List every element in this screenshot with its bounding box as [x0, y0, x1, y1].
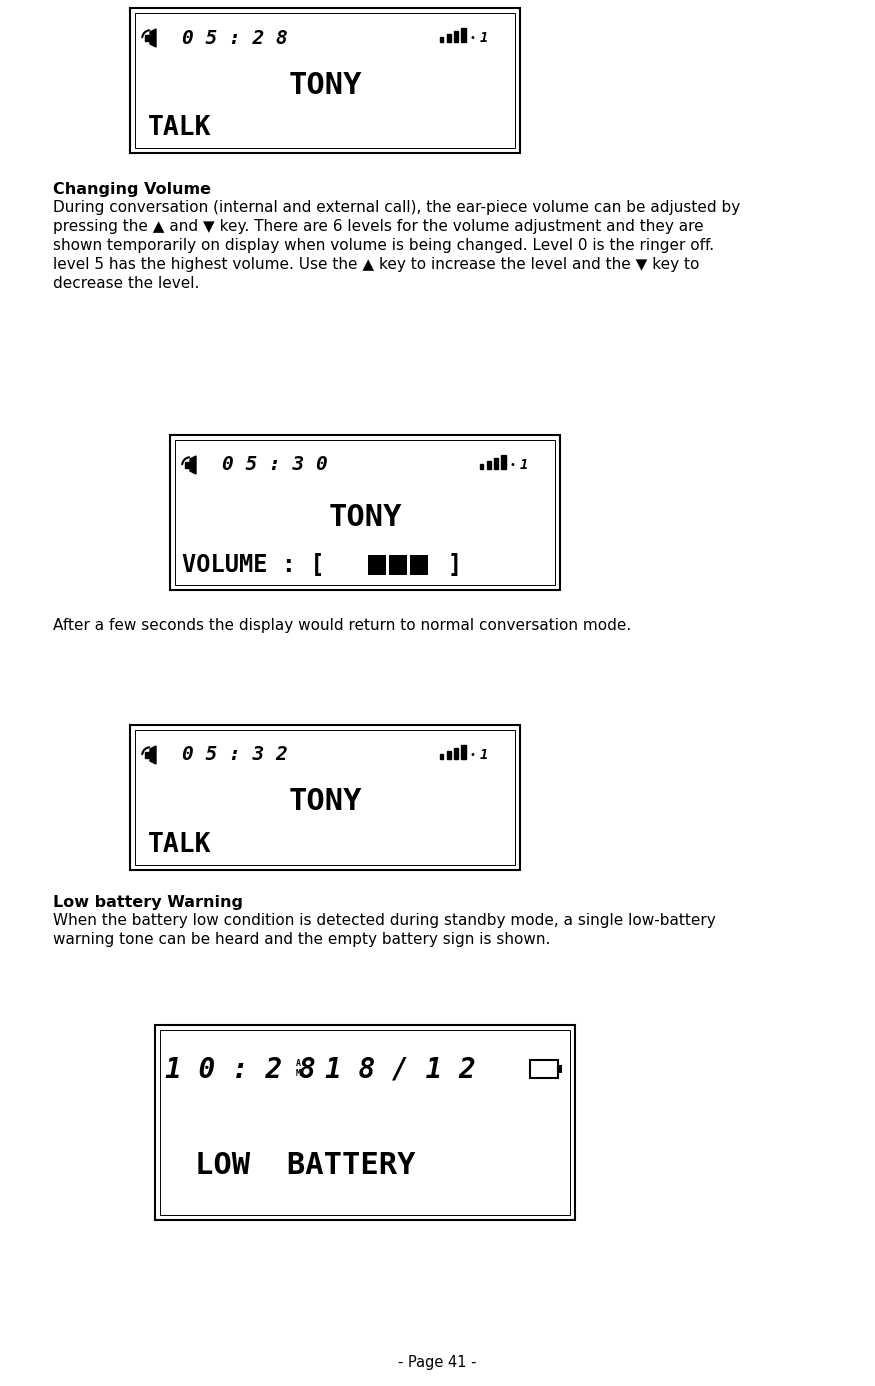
- Text: M: M: [296, 1070, 300, 1078]
- Bar: [494, 457, 498, 468]
- Bar: [487, 462, 491, 468]
- Bar: [410, 554, 428, 575]
- Bar: [368, 554, 386, 575]
- Text: LOW  BATTERY: LOW BATTERY: [195, 1150, 416, 1179]
- Polygon shape: [145, 753, 150, 758]
- Bar: [461, 746, 466, 760]
- Text: TONY: TONY: [288, 787, 361, 816]
- Bar: [135, 12, 515, 148]
- Text: •: •: [509, 460, 514, 470]
- Text: 1: 1: [480, 748, 488, 762]
- Bar: [447, 35, 451, 42]
- Polygon shape: [145, 35, 150, 42]
- Bar: [461, 28, 466, 42]
- Text: TALK: TALK: [148, 832, 212, 858]
- Bar: [454, 30, 458, 42]
- Bar: [389, 554, 407, 575]
- Polygon shape: [150, 29, 156, 47]
- Bar: [170, 435, 560, 590]
- Text: During conversation (internal and external call), the ear-piece volume can be ad: During conversation (internal and extern…: [53, 200, 740, 215]
- Text: 1 0 : 2 8: 1 0 : 2 8: [164, 1056, 315, 1084]
- Text: TONY: TONY: [328, 503, 402, 531]
- Text: 0 5 : 3 2: 0 5 : 3 2: [182, 746, 288, 765]
- Text: TALK: TALK: [148, 115, 212, 141]
- Text: •: •: [469, 33, 475, 43]
- Bar: [454, 748, 458, 760]
- Text: pressing the ▲ and ▼ key. There are 6 levels for the volume adjustment and they : pressing the ▲ and ▼ key. There are 6 le…: [53, 219, 704, 234]
- Text: •: •: [469, 750, 475, 760]
- Bar: [135, 730, 515, 865]
- Text: - Page 41 -: - Page 41 -: [398, 1356, 476, 1369]
- Bar: [440, 37, 443, 42]
- Text: TONY: TONY: [288, 71, 361, 100]
- Text: level 5 has the highest volume. Use the ▲ key to increase the level and the ▼ ke: level 5 has the highest volume. Use the …: [53, 256, 699, 272]
- Text: 1: 1: [520, 457, 528, 473]
- Text: Changing Volume: Changing Volume: [53, 182, 211, 197]
- Text: When the battery low condition is detected during standby mode, a single low-bat: When the battery low condition is detect…: [53, 913, 716, 929]
- Bar: [160, 1030, 570, 1216]
- Text: ]: ]: [448, 553, 462, 577]
- Text: 0 5 : 3 0: 0 5 : 3 0: [222, 456, 328, 474]
- Text: warning tone can be heard and the empty battery sign is shown.: warning tone can be heard and the empty …: [53, 931, 550, 947]
- Bar: [558, 1064, 562, 1073]
- Text: 0 5 : 2 8: 0 5 : 2 8: [182, 29, 288, 47]
- Text: After a few seconds the display would return to normal conversation mode.: After a few seconds the display would re…: [53, 618, 631, 633]
- Text: Low battery Warning: Low battery Warning: [53, 895, 243, 911]
- Text: decrease the level.: decrease the level.: [53, 276, 200, 291]
- Bar: [155, 1026, 575, 1220]
- Polygon shape: [190, 456, 196, 474]
- Text: A: A: [296, 1059, 300, 1069]
- Bar: [130, 8, 520, 152]
- Polygon shape: [150, 746, 156, 764]
- Bar: [447, 751, 451, 760]
- Text: VOLUME : [: VOLUME : [: [182, 553, 325, 577]
- Bar: [175, 439, 555, 585]
- Bar: [480, 464, 483, 468]
- Text: 1 8 / 1 2: 1 8 / 1 2: [325, 1056, 475, 1084]
- Bar: [130, 725, 520, 870]
- Bar: [501, 455, 506, 468]
- Bar: [440, 754, 443, 760]
- Bar: [530, 1060, 558, 1078]
- Polygon shape: [185, 462, 190, 468]
- Text: shown temporarily on display when volume is being changed. Level 0 is the ringer: shown temporarily on display when volume…: [53, 238, 714, 254]
- Text: 1: 1: [480, 30, 488, 44]
